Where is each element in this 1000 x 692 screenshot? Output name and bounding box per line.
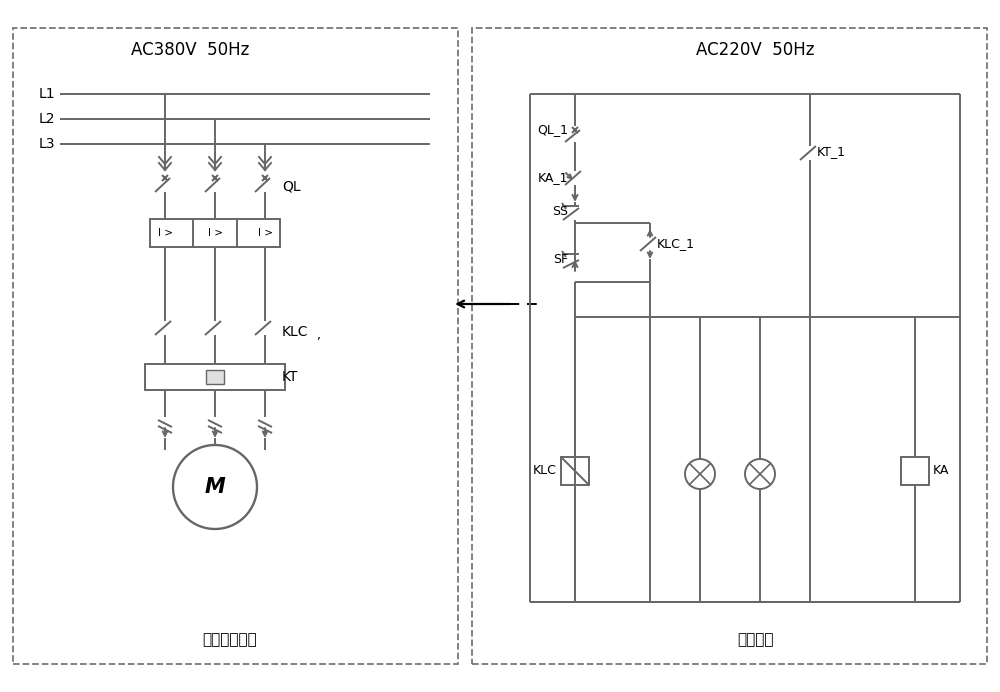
Text: AC380V  50Hz: AC380V 50Hz	[131, 41, 249, 59]
Text: L3: L3	[39, 137, 55, 151]
Bar	[150, 219, 280, 247]
Bar	[206, 370, 224, 384]
Circle shape	[685, 459, 715, 489]
Text: ,: ,	[317, 329, 321, 343]
Text: SS: SS	[552, 206, 568, 219]
Text: KA: KA	[933, 464, 949, 477]
Bar	[13, 28, 458, 664]
Bar	[472, 28, 987, 664]
Text: 风机驱动电路: 风机驱动电路	[203, 632, 257, 648]
Bar	[901, 457, 929, 485]
Text: AC220V  50Hz: AC220V 50Hz	[696, 41, 814, 59]
Text: I >: I >	[258, 228, 272, 238]
Text: SF: SF	[553, 253, 568, 266]
Bar	[561, 457, 589, 485]
Text: QL: QL	[282, 180, 301, 194]
Text: L2: L2	[39, 112, 55, 126]
Circle shape	[173, 445, 257, 529]
Text: KT_1: KT_1	[817, 145, 846, 158]
Bar	[145, 364, 285, 390]
Circle shape	[745, 459, 775, 489]
Text: KA_1: KA_1	[538, 172, 568, 185]
Text: L1: L1	[38, 87, 55, 101]
Text: KLC: KLC	[533, 464, 557, 477]
Text: KLC_1: KLC_1	[657, 237, 695, 251]
Text: KT: KT	[282, 370, 298, 384]
Text: I >: I >	[158, 228, 173, 238]
Text: M: M	[205, 477, 225, 497]
Text: 控制装置: 控制装置	[737, 632, 773, 648]
Text: KLC: KLC	[282, 325, 308, 339]
Text: QL_1: QL_1	[537, 123, 568, 136]
Text: I >: I >	[208, 228, 222, 238]
